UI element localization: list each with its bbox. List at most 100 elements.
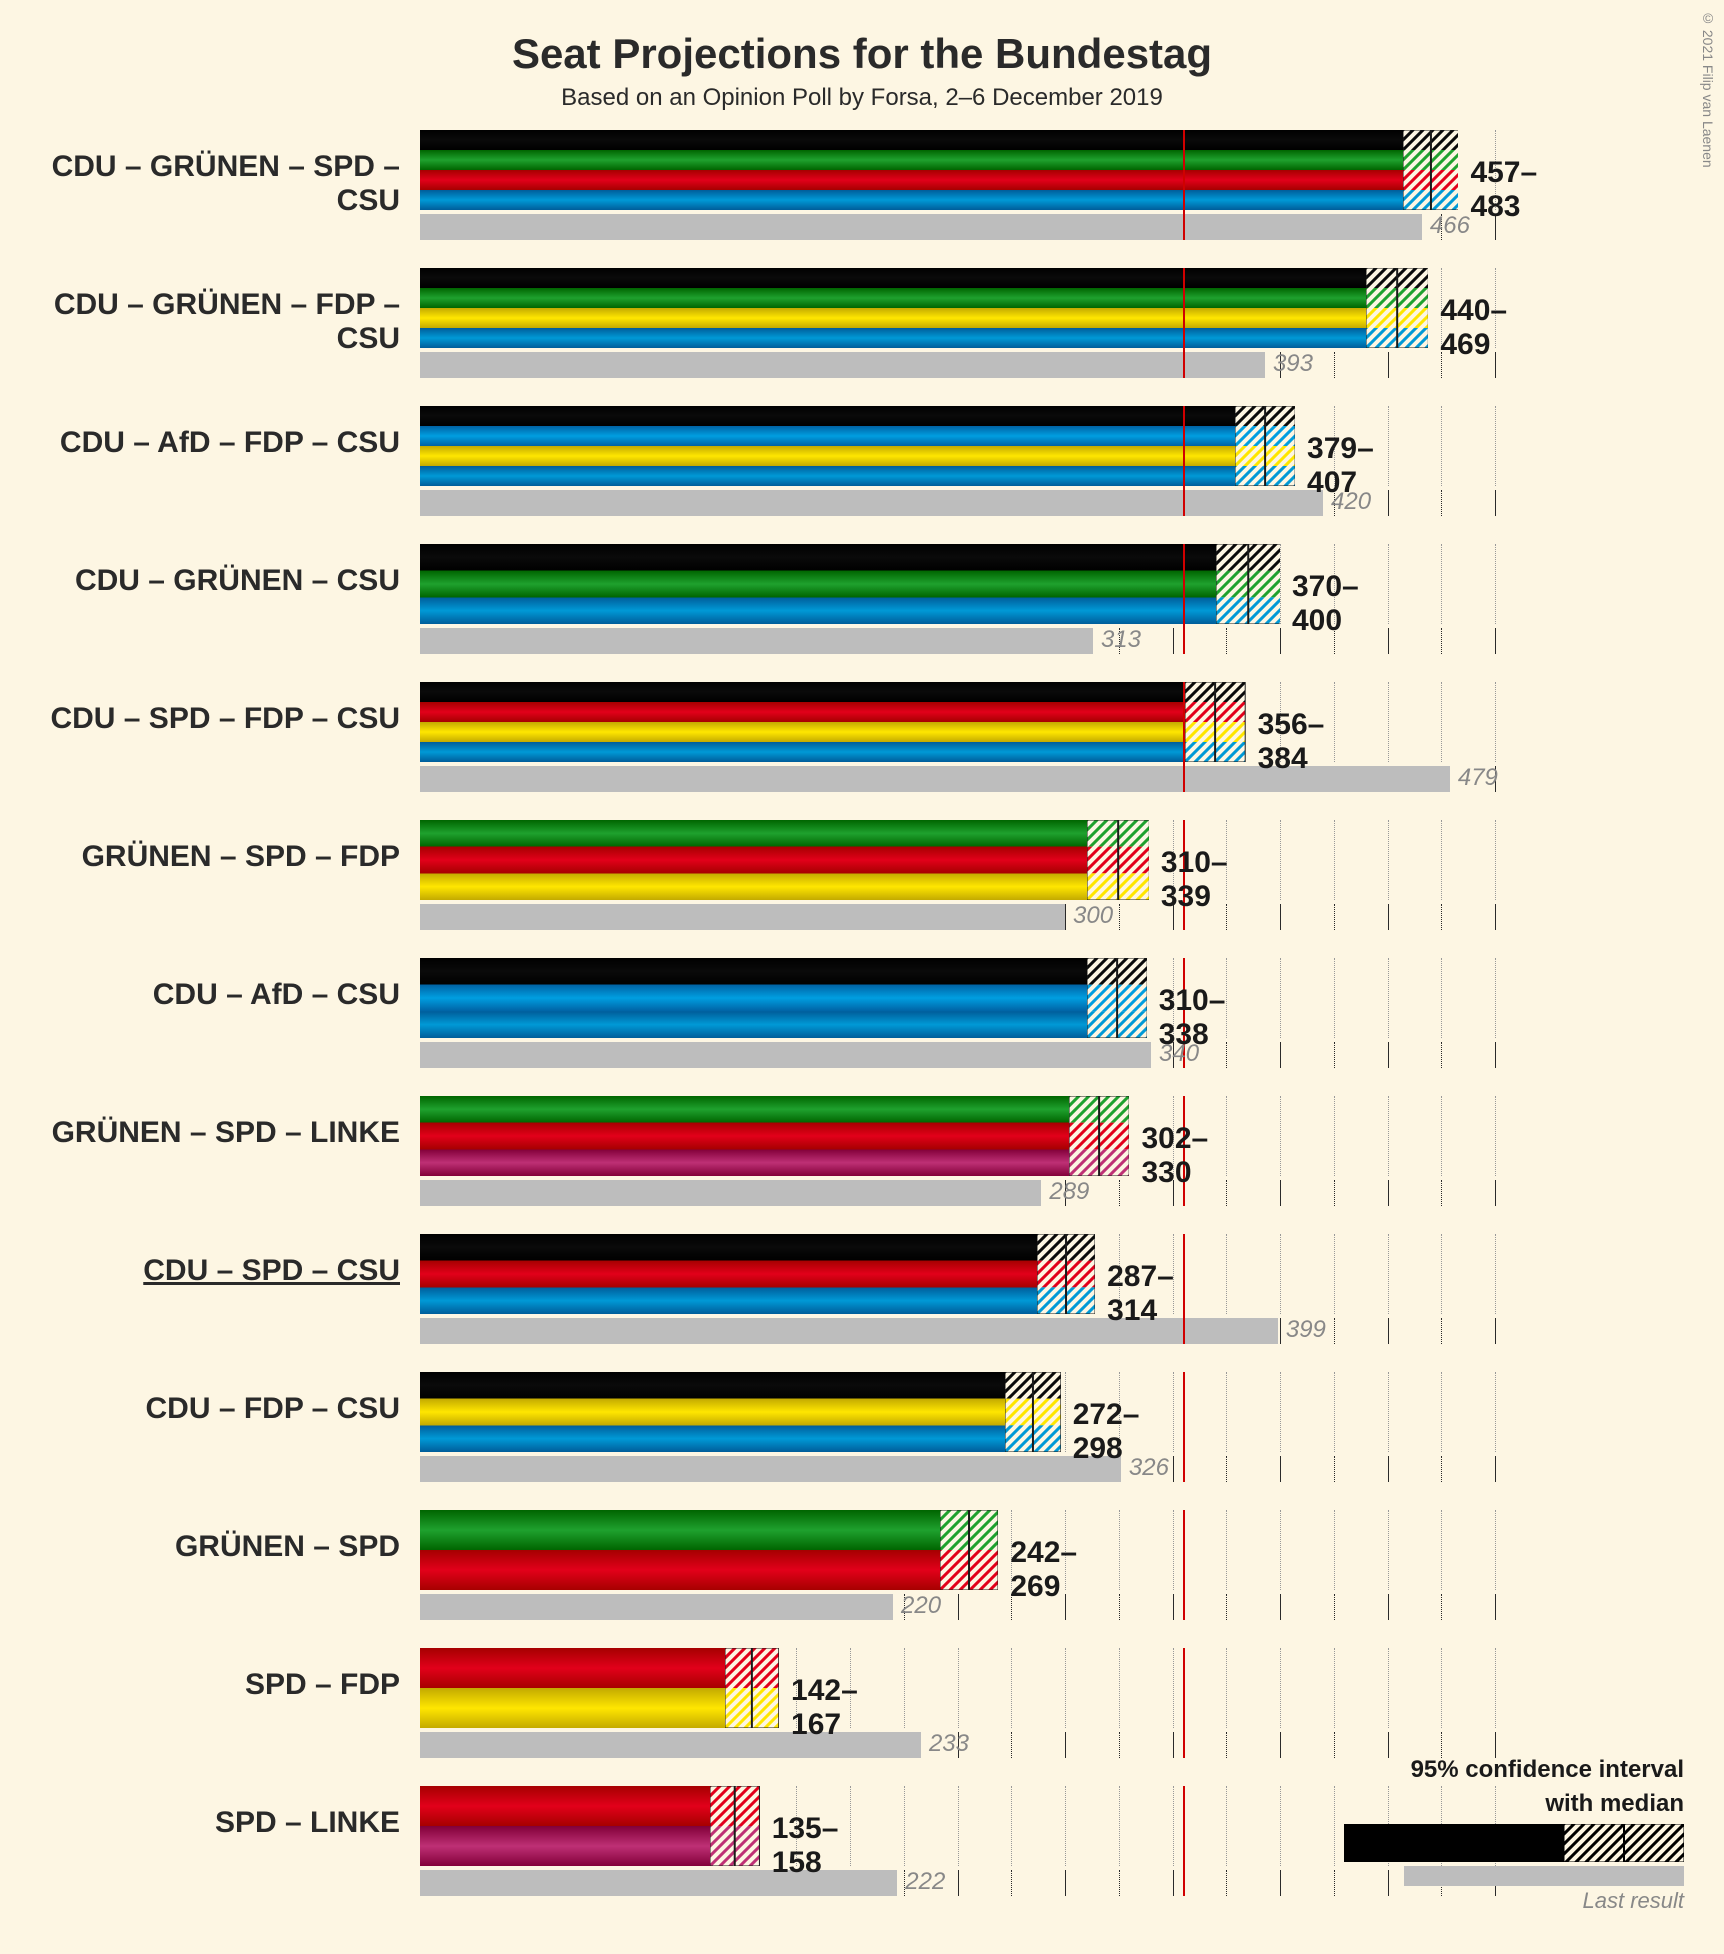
projection-bar [420, 544, 1216, 624]
majority-line [1183, 1786, 1185, 1896]
projection-bar [420, 1234, 1037, 1314]
seat-range-label: 242–269 [1010, 1536, 1077, 1604]
last-result-bar [420, 1456, 1121, 1482]
last-result-label: 420 [1331, 488, 1371, 516]
majority-line [1183, 1372, 1185, 1482]
projection-bar [420, 268, 1366, 348]
projection-bar [420, 130, 1403, 210]
last-result-bar [420, 352, 1265, 378]
coalition-label: CDU – FDP – CSU [0, 1392, 400, 1426]
last-result-bar [420, 1180, 1041, 1206]
confidence-interval-hatch [1069, 1096, 1129, 1176]
coalition-label: SPD – FDP [0, 1668, 400, 1702]
coalition-label: GRÜNEN – SPD – FDP [0, 840, 400, 874]
coalition-row: CDU – GRÜNEN – SPD – CSU 457–483466 [0, 130, 1724, 260]
seat-range-label: 287–314 [1107, 1260, 1174, 1328]
majority-line [1183, 1510, 1185, 1620]
last-result-label: 300 [1073, 902, 1113, 930]
majority-line [1183, 406, 1185, 516]
legend-sample-bar [1344, 1824, 1684, 1862]
coalition-row: CDU – GRÜNEN – FDP – CSU 440–469 393 [0, 268, 1724, 398]
majority-line [1183, 130, 1185, 240]
last-result-label: 393 [1273, 350, 1313, 378]
seat-range-label: 310–339 [1161, 846, 1228, 914]
coalition-label: CDU – AfD – FDP – CSU [0, 426, 400, 460]
projection-bar [420, 1786, 710, 1866]
coalition-label: CDU – GRÜNEN – FDP – CSU [0, 288, 400, 356]
majority-line [1183, 268, 1185, 378]
majority-line [1183, 1648, 1185, 1758]
coalition-label: GRÜNEN – SPD [0, 1530, 400, 1564]
projection-bar [420, 1372, 1005, 1452]
confidence-interval-hatch [1005, 1372, 1061, 1452]
projection-bar [420, 1648, 725, 1728]
last-result-bar [420, 904, 1065, 930]
projection-bar [420, 958, 1087, 1038]
coalition-row: GRÜNEN – SPD 242–269 220 [0, 1510, 1724, 1640]
projection-bar [420, 406, 1235, 486]
projection-bar [420, 820, 1087, 900]
legend-title-line1: 95% confidence interval [1344, 1756, 1684, 1784]
last-result-label: 479 [1458, 764, 1498, 792]
last-result-label: 289 [1049, 1178, 1089, 1206]
confidence-interval-hatch [710, 1786, 759, 1866]
last-result-label: 222 [905, 1868, 945, 1896]
last-result-label: 340 [1159, 1040, 1199, 1068]
coalition-row: CDU – GRÜNEN – CSU 370–400 313 [0, 544, 1724, 674]
seat-range-label: 370–400 [1292, 570, 1359, 638]
coalition-row: CDU – AfD – CSU 310–338340 [0, 958, 1724, 1088]
seat-range-label: 302–330 [1142, 1122, 1209, 1190]
confidence-interval-hatch [725, 1648, 779, 1728]
coalition-label: SPD – LINKE [0, 1806, 400, 1840]
coalition-label: GRÜNEN – SPD – LINKE [0, 1116, 400, 1150]
coalition-label: CDU – GRÜNEN – SPD – CSU [0, 150, 400, 218]
majority-line [1183, 682, 1185, 792]
confidence-interval-hatch [1037, 1234, 1095, 1314]
coalition-row: CDU – AfD – FDP – CSU 379–407420 [0, 406, 1724, 536]
confidence-interval-hatch [1216, 544, 1281, 624]
legend-last-bar [1404, 1866, 1684, 1886]
confidence-interval-hatch [1087, 958, 1147, 1038]
coalition-row: CDU – SPD – CSU 287–314 399 [0, 1234, 1724, 1364]
legend-last-label: Last result [1344, 1888, 1684, 1914]
majority-line [1183, 544, 1185, 654]
coalition-label: CDU – SPD – CSU [0, 1254, 400, 1288]
coalition-label: CDU – GRÜNEN – CSU [0, 564, 400, 598]
confidence-interval-hatch [1366, 268, 1428, 348]
confidence-interval-hatch [1235, 406, 1295, 486]
last-result-label: 466 [1430, 212, 1470, 240]
chart-title: Seat Projections for the Bundestag [0, 0, 1724, 78]
confidence-interval-hatch [1403, 130, 1459, 210]
coalition-row: CDU – FDP – CSU 272–298326 [0, 1372, 1724, 1502]
last-result-bar [420, 1594, 893, 1620]
majority-line [1183, 1234, 1185, 1344]
last-result-bar [420, 214, 1422, 240]
last-result-label: 326 [1129, 1454, 1169, 1482]
confidence-interval-hatch [1185, 682, 1245, 762]
last-result-label: 233 [929, 1730, 969, 1758]
legend-title-line2: with median [1344, 1790, 1684, 1818]
last-result-bar [420, 628, 1093, 654]
coalition-row: GRÜNEN – SPD – LINKE 302–330 289 [0, 1096, 1724, 1226]
last-result-bar [420, 490, 1323, 516]
seat-range-label: 135–158 [772, 1812, 839, 1880]
coalition-row: GRÜNEN – SPD – FDP 310–339 300 [0, 820, 1724, 950]
projection-bar [420, 1096, 1069, 1176]
last-result-bar [420, 1042, 1151, 1068]
projection-bar [420, 1510, 940, 1590]
coalition-row: CDU – SPD – FDP – CSU 356–384 479 [0, 682, 1724, 812]
confidence-interval-hatch [1087, 820, 1149, 900]
seat-range-label: 356–384 [1258, 708, 1325, 776]
chart-legend: 95% confidence interval with median Last… [1344, 1756, 1684, 1914]
seat-range-label: 457–483 [1470, 156, 1537, 224]
coalition-label: CDU – AfD – CSU [0, 978, 400, 1012]
seat-range-label: 440–469 [1440, 294, 1507, 362]
seat-range-label: 142–167 [791, 1674, 858, 1742]
coalition-label: CDU – SPD – FDP – CSU [0, 702, 400, 736]
confidence-interval-hatch [940, 1510, 998, 1590]
last-result-label: 220 [901, 1592, 941, 1620]
last-result-label: 399 [1286, 1316, 1326, 1344]
seat-projection-chart: CDU – GRÜNEN – SPD – CSU 457–483466CDU –… [0, 130, 1724, 1924]
projection-bar [420, 682, 1185, 762]
last-result-label: 313 [1101, 626, 1141, 654]
